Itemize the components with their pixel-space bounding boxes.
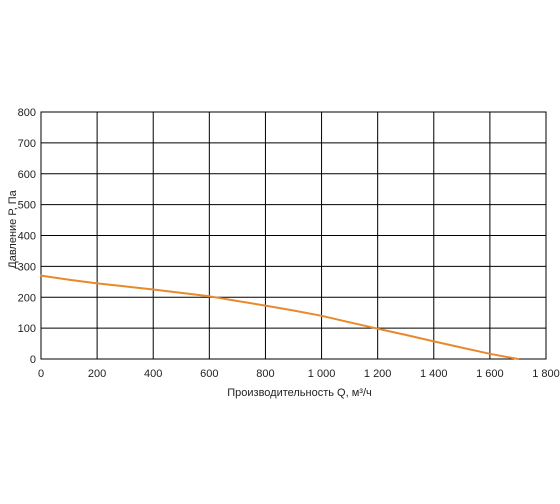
x-tick-label: 800 [256, 368, 274, 380]
x-tick-label: 1 200 [364, 368, 392, 380]
x-tick-label: 0 [38, 368, 44, 380]
x-tick-label: 1 800 [532, 368, 560, 380]
y-tick-label: 600 [18, 169, 36, 181]
x-axis-label: Производительность Q, м³/ч [227, 387, 372, 399]
x-tick-label: 1 600 [476, 368, 504, 380]
plot-frame [40, 111, 547, 360]
x-tick-label: 200 [88, 368, 106, 380]
y-tick-label: 0 [30, 354, 36, 366]
y-tick-label: 500 [18, 200, 36, 212]
series-line [40, 274, 519, 360]
x-tick-label: 600 [200, 368, 218, 380]
y-tick-label: 300 [18, 261, 36, 273]
series-layer [40, 274, 519, 360]
x-axis-ticks: 0 200 400 600 800 1 000 1 200 1 400 1 600 1 800 [38, 368, 560, 380]
y-tick-label: 400 [18, 231, 36, 243]
x-tick-label: 400 [144, 368, 162, 380]
x-tick-label: 1 400 [420, 368, 448, 380]
y-axis-label: Давление Р, Па [7, 189, 19, 268]
y-tick-label: 100 [18, 323, 36, 335]
x-tick-label: 1 000 [308, 368, 336, 380]
y-tick-label: 200 [18, 292, 36, 304]
y-axis-ticks: 0 100 200 300 400 500 600 700 800 [18, 107, 36, 366]
y-tick-label: 800 [18, 107, 36, 119]
y-tick-label: 700 [18, 138, 36, 150]
